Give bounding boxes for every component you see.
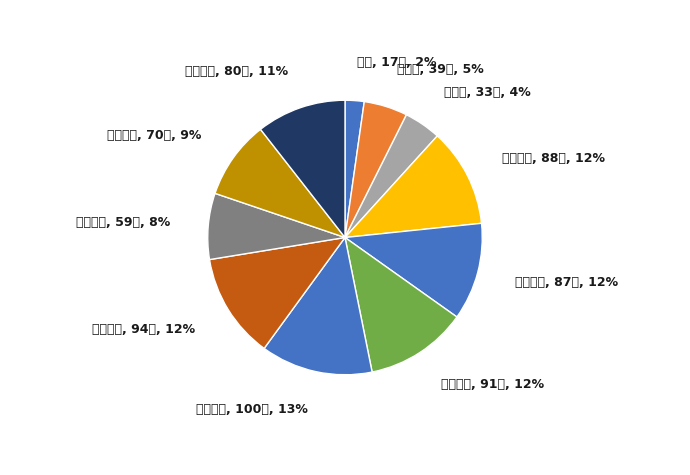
Wedge shape	[215, 129, 345, 238]
Text: １０歳～, 88人, 12%: １０歳～, 88人, 12%	[502, 152, 604, 165]
Text: ３０歳～, 91人, 12%: ３０歳～, 91人, 12%	[441, 378, 544, 391]
Text: ８０歳～, 80人, 11%: ８０歳～, 80人, 11%	[185, 65, 288, 78]
Wedge shape	[345, 136, 482, 238]
Text: ５０歳～, 94人, 12%: ５０歳～, 94人, 12%	[92, 323, 195, 336]
Text: ５歳～, 33人, 4%: ５歳～, 33人, 4%	[444, 86, 531, 99]
Wedge shape	[345, 115, 437, 238]
Text: ２０歳～, 87人, 12%: ２０歳～, 87人, 12%	[515, 276, 618, 289]
Wedge shape	[264, 238, 372, 375]
Wedge shape	[345, 223, 482, 317]
Wedge shape	[208, 193, 345, 260]
Wedge shape	[261, 100, 345, 238]
Wedge shape	[345, 100, 364, 238]
Text: １歳～, 39人, 5%: １歳～, 39人, 5%	[397, 63, 484, 76]
Text: ７０歳～, 70人, 9%: ７０歳～, 70人, 9%	[108, 129, 201, 142]
Wedge shape	[210, 238, 345, 348]
Text: ４０歳～, 100人, 13%: ４０歳～, 100人, 13%	[195, 403, 308, 416]
Wedge shape	[345, 102, 406, 238]
Text: ６０歳～, 59人, 8%: ６０歳～, 59人, 8%	[76, 217, 170, 229]
Wedge shape	[345, 238, 457, 372]
Text: ０歳, 17人, 2%: ０歳, 17人, 2%	[357, 56, 437, 69]
